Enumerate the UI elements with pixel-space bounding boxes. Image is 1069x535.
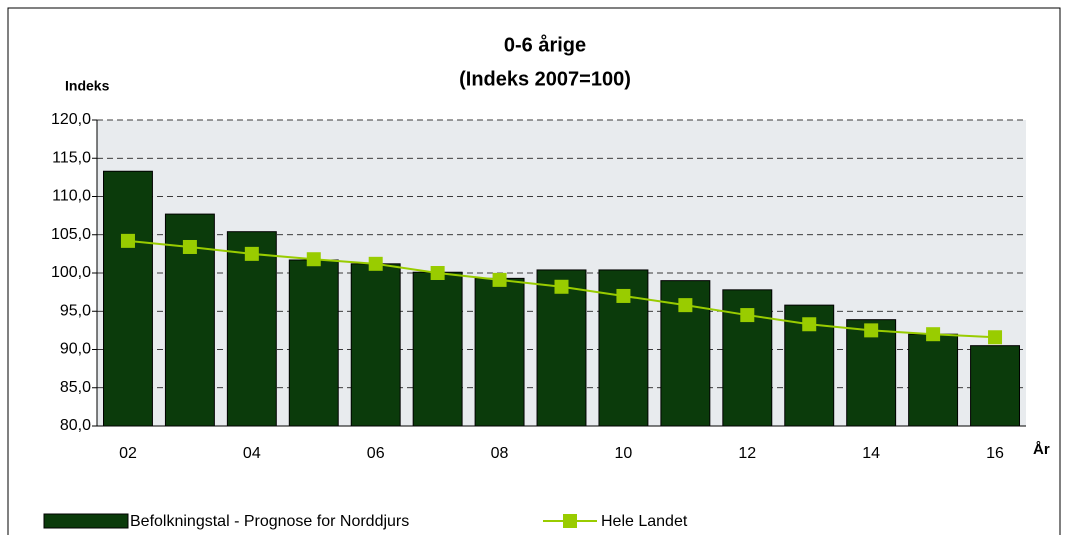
x-tick-label: 16	[986, 445, 1004, 462]
x-tick-label: 14	[862, 445, 880, 462]
legend-label: Befolkningstal - Prognose for Norddjurs	[130, 513, 409, 530]
legend-swatch-marker	[563, 514, 577, 528]
x-tick-label: 10	[615, 445, 633, 462]
x-tick-label: 06	[367, 445, 385, 462]
y-tick-label: 95,0	[60, 302, 91, 319]
bar	[474, 277, 525, 427]
x-tick-label: 08	[491, 445, 509, 462]
legend-swatch	[43, 513, 129, 529]
y-axis-label: Indeks	[65, 78, 110, 94]
bar	[908, 333, 959, 427]
bar	[288, 259, 339, 427]
bar	[103, 170, 153, 427]
line-marker	[306, 252, 321, 267]
line-marker	[616, 288, 631, 303]
y-tick-label: 80,0	[60, 417, 91, 434]
bar	[846, 319, 897, 427]
line-marker	[864, 323, 879, 338]
chart-subtitle: (Indeks 2007=100)	[459, 68, 631, 90]
x-tick-label: 04	[243, 445, 261, 462]
line-marker	[802, 317, 817, 332]
line-marker	[678, 298, 693, 313]
line-marker	[988, 330, 1003, 345]
line-marker	[740, 308, 755, 323]
line-marker	[368, 256, 383, 271]
bar	[412, 271, 463, 427]
line-marker	[554, 279, 569, 294]
legend-label: Hele Landet	[601, 513, 688, 530]
line-marker	[182, 239, 197, 254]
x-tick-label: 12	[738, 445, 756, 462]
line-marker	[430, 266, 445, 280]
x-tick-label: 02	[119, 445, 137, 462]
bar	[970, 345, 1020, 427]
bar	[536, 269, 587, 427]
line-marker	[244, 246, 259, 261]
bar	[350, 263, 401, 427]
x-axis-label: År	[1033, 441, 1050, 458]
y-tick-label: 100,0	[51, 264, 91, 281]
line-marker	[120, 233, 135, 248]
y-tick-label: 120,0	[51, 111, 91, 128]
y-tick-label: 85,0	[60, 379, 91, 396]
bar	[226, 231, 277, 427]
y-tick-label: 105,0	[51, 226, 91, 243]
chart-title: 0-6 årige	[504, 33, 586, 56]
y-tick-label: 90,0	[60, 341, 91, 358]
line-marker	[926, 327, 941, 342]
y-tick-label: 115,0	[52, 149, 91, 166]
y-tick-label: 110,0	[52, 188, 91, 205]
line-marker	[492, 272, 507, 287]
